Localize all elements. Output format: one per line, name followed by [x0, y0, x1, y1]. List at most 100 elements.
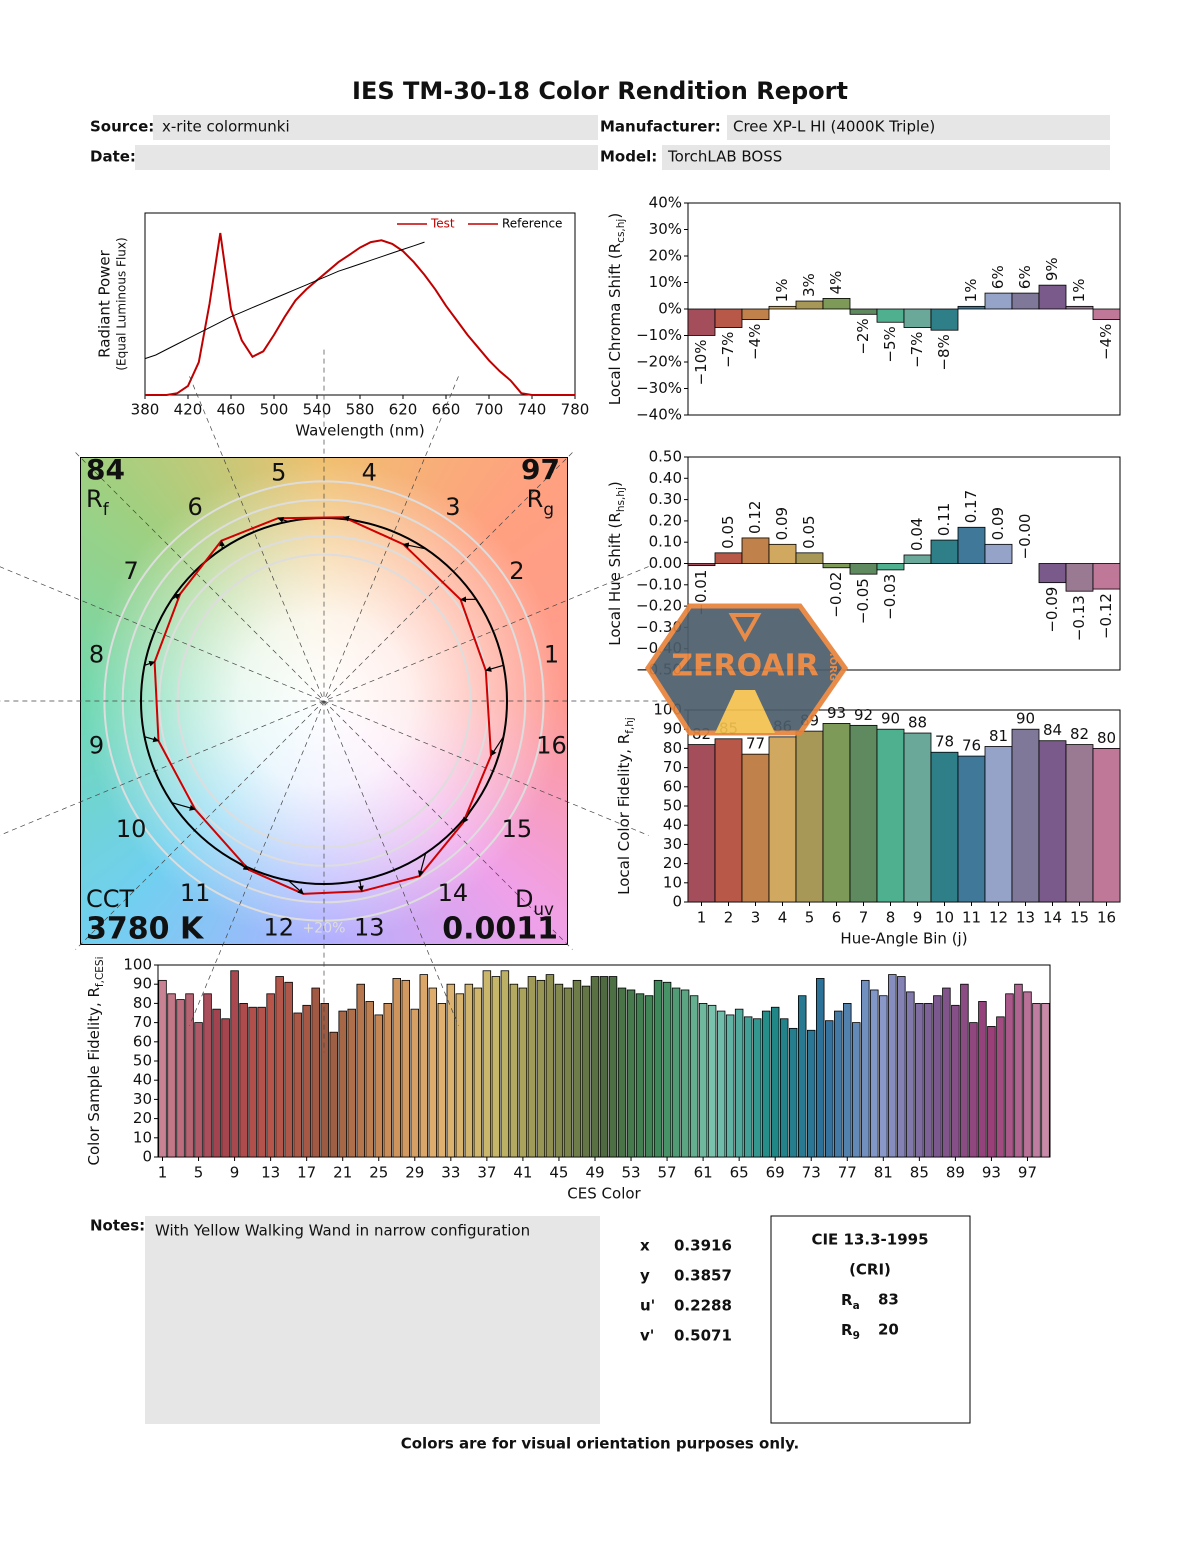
- bar: [903, 732, 932, 903]
- value-label: 93: [827, 704, 846, 722]
- value-label: −4%: [746, 324, 764, 360]
- bar: [768, 543, 797, 564]
- y-tick-label: 0: [142, 1148, 152, 1166]
- value-label: 77: [746, 735, 765, 753]
- bar: [203, 993, 212, 1158]
- value-label: 0.05: [719, 515, 737, 548]
- value-label: 4%: [827, 271, 845, 295]
- y-tick-label: 0.40: [649, 469, 682, 487]
- bar: [383, 1003, 392, 1158]
- metric-value: 3780 K: [86, 912, 205, 947]
- y-tick-label: 100: [123, 956, 152, 974]
- bar: [536, 979, 546, 1158]
- metric-value: 0.0011: [442, 912, 558, 947]
- bar: [822, 563, 851, 569]
- metric-symbol: CCT: [86, 885, 135, 913]
- bar: [725, 1014, 735, 1158]
- field-box: [727, 115, 1110, 140]
- bar: [984, 292, 1013, 310]
- bar: [1038, 740, 1067, 903]
- bar: [822, 297, 851, 310]
- logo-text: ZEROAIR: [671, 649, 819, 684]
- shift-arrow: [144, 736, 160, 743]
- bar: [653, 979, 663, 1158]
- series-line: [144, 241, 425, 360]
- value-label: 0.17: [962, 490, 980, 523]
- chromaticity-label: u': [640, 1297, 655, 1315]
- bar: [446, 983, 456, 1158]
- x-tick-label: 21: [333, 1164, 352, 1182]
- bar: [158, 979, 167, 1158]
- shift-arrow: [287, 880, 304, 895]
- logo-badge: [645, 603, 849, 736]
- bar: [849, 308, 878, 315]
- metric-symbol-text: D: [515, 885, 533, 913]
- bar: [338, 1010, 347, 1158]
- bar: [770, 1006, 780, 1158]
- bar: [563, 987, 573, 1158]
- bar: [957, 755, 986, 903]
- notes-label: Notes:: [90, 1217, 145, 1235]
- shift-arrow: [219, 540, 226, 549]
- hue-bin-label: 2: [509, 557, 524, 585]
- bar: [768, 736, 797, 903]
- bar: [1065, 305, 1094, 310]
- x-tick-label: 380: [131, 401, 160, 419]
- bar: [984, 746, 1013, 903]
- chromaticity-label: v': [640, 1327, 654, 1345]
- bar: [779, 1018, 789, 1158]
- y-tick-label: 60: [663, 777, 682, 795]
- content: Source: x-rite colormunki Manufacturer: Cre…: [0, 115, 1121, 1453]
- bar: [903, 308, 932, 328]
- x-tick-label: 73: [802, 1164, 821, 1182]
- field-box: [153, 115, 598, 140]
- cri-symbol-sub: a: [853, 1300, 860, 1312]
- bar: [401, 979, 411, 1158]
- bar: [266, 993, 275, 1158]
- y-tick-label: −30%: [636, 379, 682, 397]
- bar: [888, 974, 897, 1158]
- x-tick-label: 15: [1070, 909, 1089, 927]
- value-label: 0.11: [935, 503, 953, 536]
- metric-value: 97: [521, 453, 560, 486]
- shift-arrow: [357, 880, 364, 892]
- bar: [933, 995, 942, 1158]
- x-tick-label: 740: [518, 401, 547, 419]
- field-box: [135, 145, 598, 170]
- y-tick-label: 10: [133, 1128, 152, 1146]
- x-tick-label: 57: [658, 1164, 677, 1182]
- bar: [849, 563, 878, 575]
- x-tick-label: 89: [946, 1164, 965, 1182]
- logo-road: [715, 690, 775, 733]
- value-label: 78: [935, 733, 954, 751]
- notes-box: [145, 1216, 600, 1424]
- shift-arrow: [171, 593, 181, 600]
- y-axis-label: Local Color Fidelity, Rf,hj: [615, 717, 637, 895]
- bar: [1092, 748, 1121, 903]
- notes-text: With Yellow Walking Wand in narrow confi…: [155, 1222, 530, 1240]
- bin-divider: [0, 566, 649, 836]
- bar: [969, 1022, 978, 1158]
- value-label: −0.00: [1016, 514, 1034, 560]
- shift-arrow: [277, 517, 289, 523]
- x-tick-label: 500: [260, 401, 289, 419]
- metric-symbol-text: R: [527, 485, 544, 513]
- watermark: ZEROAIR .ORG: [645, 603, 849, 736]
- bar: [257, 1006, 266, 1158]
- x-tick-label: 5: [805, 909, 815, 927]
- bar: [1038, 284, 1067, 310]
- bar: [329, 1031, 338, 1158]
- y-axis-label-sub: cs,hj: [615, 219, 627, 243]
- hue-bin-label: 7: [123, 557, 138, 585]
- bar: [311, 987, 320, 1158]
- y-tick-label: 40: [133, 1071, 152, 1089]
- x-tick-label: 9: [230, 1164, 240, 1182]
- x-tick-label: 580: [346, 401, 375, 419]
- bar: [248, 1006, 257, 1158]
- bar: [795, 552, 824, 564]
- cri-symbol-sub: 9: [853, 1330, 860, 1342]
- bar: [293, 1012, 302, 1158]
- value-label: 0.09: [773, 507, 791, 540]
- shift-arrow: [402, 542, 426, 550]
- y-axis-label-text: Local Color Fidelity, R: [615, 734, 633, 895]
